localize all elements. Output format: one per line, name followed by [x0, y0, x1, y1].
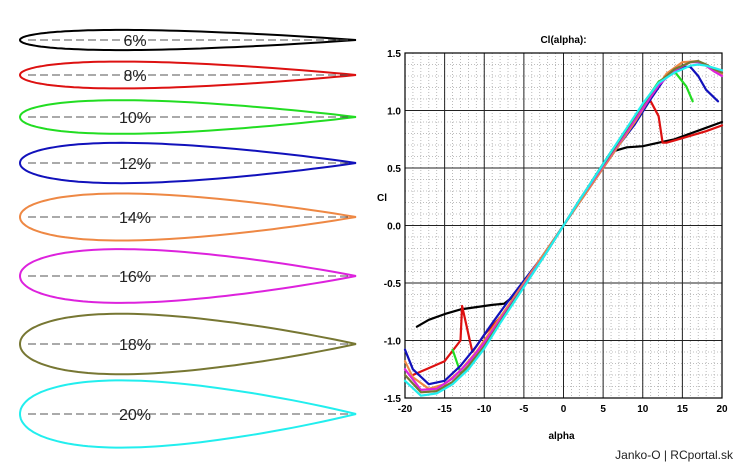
x-tick-label: -20: [398, 404, 413, 415]
plot-frame: [404, 52, 723, 399]
x-axis-label: alpha: [548, 431, 575, 442]
y-tick-label: 1.5: [387, 49, 401, 60]
y-tick-label: -0.5: [384, 279, 402, 290]
airfoil-12pct-outline: [18, 141, 357, 185]
y-tick-label: 0.0: [387, 222, 401, 233]
series-line-1: [415, 120, 724, 328]
x-tick-label: 20: [716, 404, 728, 415]
x-tick-label: -5: [519, 404, 528, 415]
airfoil-label: 6%: [123, 33, 146, 50]
airfoil-18pct-outline: [18, 312, 357, 376]
y-tick-label: -1.5: [384, 394, 402, 405]
airfoil-label: 20%: [119, 407, 151, 424]
airfoil-label: 10%: [119, 110, 151, 127]
credit-text: Janko-O | RCportal.sk: [615, 448, 733, 462]
y-tick-label: -1.0: [384, 337, 402, 348]
x-tick-label: -15: [437, 404, 452, 415]
x-tick-label: 15: [677, 404, 689, 415]
airfoil-10pct-outline: [18, 99, 357, 135]
x-tick-label: -10: [477, 404, 492, 415]
airfoil-profiles: 6% 8% 10% 12% 14% 16% 18% 20%: [18, 28, 357, 449]
y-tick-label: 1.0: [387, 107, 401, 118]
airfoil-8pct-outline: [18, 60, 357, 90]
airfoil-label: 12%: [119, 156, 151, 173]
airfoil-6pct-outline: [18, 28, 357, 52]
x-tick-label: 5: [600, 404, 606, 415]
x-tick-label: 10: [637, 404, 649, 415]
series-line-8: [403, 63, 724, 397]
airfoil-20pct-outline: [18, 379, 357, 449]
airfoil-label: 18%: [119, 337, 151, 354]
x-tick-label: 0: [561, 404, 567, 415]
y-tick-label: 0.5: [387, 164, 401, 175]
airfoil-14pct-outline: [18, 192, 357, 242]
y-axis-label: Cl: [377, 193, 387, 204]
series-line-2: [411, 100, 724, 377]
airfoil-label: 14%: [119, 210, 151, 227]
airfoil-label: 16%: [119, 269, 151, 286]
chart-title: Cl(alpha):: [540, 35, 586, 46]
airfoil-label: 8%: [123, 68, 146, 85]
airfoil-16pct-outline: [18, 248, 357, 304]
